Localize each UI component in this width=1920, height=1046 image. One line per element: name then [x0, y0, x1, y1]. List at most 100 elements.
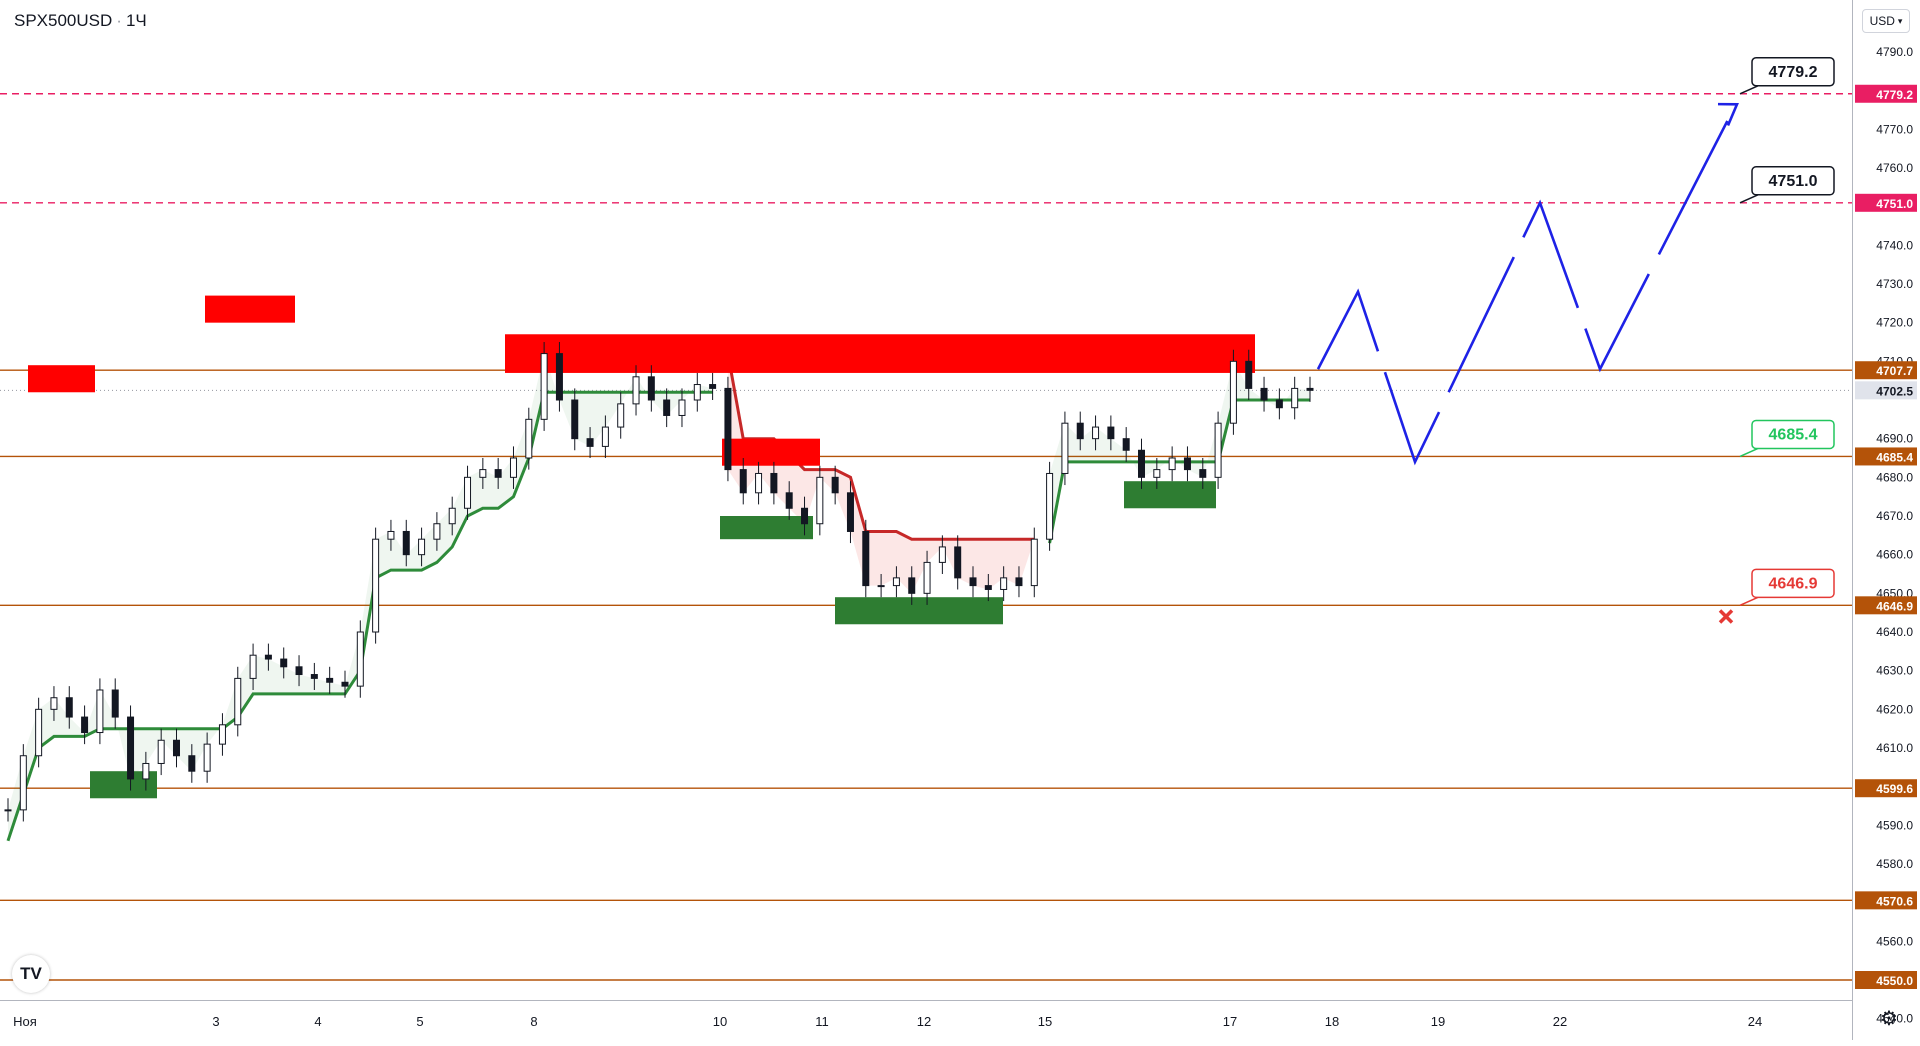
candle-48: [739, 458, 747, 505]
callout-box-3: [1751, 568, 1835, 599]
candle-body-51: [785, 492, 793, 509]
candle-body-22: [341, 681, 349, 687]
time-label-4: 8: [530, 1014, 537, 1029]
candle-82: [1260, 376, 1268, 412]
candle-59: [908, 566, 916, 605]
callout-2: 4685.4: [1739, 419, 1835, 458]
candle-body-66: [1015, 577, 1023, 587]
price-label-text-0: 4779.2: [1876, 88, 1913, 102]
time-axis[interactable]: Ноя 3 4 5 8 10 11 12 15 17 18 19 22 24: [0, 1000, 1852, 1041]
candle-37: [571, 388, 579, 451]
price-label-3: 4702.5: [1855, 381, 1917, 400]
candle-42: [647, 365, 655, 412]
candle-body-28: [433, 523, 441, 540]
price-tick-13: 4630.0: [1876, 664, 1913, 678]
price-label-bg-8: [1855, 971, 1917, 989]
candle-body-57: [877, 585, 885, 588]
callout-box-0: [1751, 57, 1835, 87]
candle-46: [709, 372, 717, 400]
candle-66: [1015, 566, 1023, 598]
candle-body-26: [402, 530, 410, 556]
time-label-10: 18: [1325, 1014, 1339, 1029]
projection-arrowhead: [1717, 102, 1739, 126]
candle-body-40: [617, 403, 625, 428]
price-label-bg-7: [1855, 891, 1917, 910]
time-label-8: 15: [1038, 1014, 1052, 1029]
candle-body-7: [111, 689, 119, 718]
candle-0: [4, 798, 12, 822]
candle-body-13: [203, 743, 211, 772]
candle-63: [969, 566, 977, 598]
candle-75: [1153, 458, 1161, 489]
currency-selector[interactable]: USD ▾: [1862, 9, 1910, 33]
candle-body-79: [1214, 422, 1222, 478]
price-label-text-8: 4550.0: [1876, 974, 1913, 988]
candle-body-68: [1046, 472, 1054, 540]
price-tick-10: 4660.0: [1876, 548, 1913, 562]
price-label-7: 4570.6: [1855, 891, 1917, 910]
candle-body-14: [218, 724, 226, 745]
candle-29: [448, 496, 456, 536]
candle-39: [601, 415, 609, 458]
time-label-0: Ноя: [13, 1014, 37, 1029]
candle-body-25: [387, 530, 395, 540]
candle-23: [356, 620, 364, 698]
candle-body-47: [724, 387, 732, 471]
price-tick-1: 4770.0: [1876, 122, 1913, 136]
candle-17: [264, 643, 272, 671]
candle-body-82: [1260, 387, 1268, 401]
candle-5: [81, 705, 89, 745]
candle-43: [663, 388, 671, 428]
candle-53: [816, 465, 824, 536]
candle-body-38: [586, 438, 594, 447]
candle-body-46: [709, 384, 717, 389]
candle-72: [1107, 415, 1115, 451]
settings-button[interactable]: ⚙: [1876, 1005, 1902, 1031]
symbol-title[interactable]: SPX500USD · 1Ч: [12, 10, 149, 32]
tradingview-logo[interactable]: TV: [12, 955, 50, 993]
candle-body-41: [632, 376, 640, 405]
candle-16: [249, 643, 257, 690]
price-tick-4: 4730.0: [1876, 277, 1913, 291]
candle-body-4: [65, 697, 73, 718]
candle-body-50: [770, 472, 778, 494]
callout-pointer-3: [1739, 596, 1759, 607]
time-label-3: 5: [416, 1014, 423, 1029]
candle-body-32: [494, 469, 502, 478]
candle-body-23: [356, 631, 364, 687]
chart-canvas[interactable]: 4779.2 4751.0 4685.4 4646.9: [0, 0, 1852, 1000]
price-tick-9: 4670.0: [1876, 509, 1913, 523]
candle-body-44: [678, 399, 686, 416]
candle-body-31: [479, 469, 487, 478]
chart-area[interactable]: 4779.2 4751.0 4685.4 4646.9 SPX500USD · 1Ч TV: [0, 0, 1852, 1000]
candle-69: [1061, 411, 1069, 486]
candle-74: [1138, 438, 1146, 489]
candle-body-52: [801, 507, 809, 525]
stop-cross-icon: [1718, 609, 1734, 624]
price-label-text-5: 4646.9: [1876, 599, 1913, 613]
candle-52: [801, 496, 809, 536]
price-label-bg-1: [1855, 193, 1917, 212]
candle-78: [1199, 458, 1207, 489]
price-label-bg-3: [1855, 381, 1917, 400]
price-tick-15: 4610.0: [1876, 741, 1913, 755]
candle-36: [555, 342, 563, 412]
callout-pointer-1: [1739, 194, 1759, 204]
candle-31: [479, 458, 487, 489]
price-label-text-7: 4570.6: [1876, 894, 1913, 908]
candle-2: [35, 697, 43, 768]
candle-body-45: [693, 384, 701, 401]
candle-64: [984, 574, 992, 602]
chevron-down-icon: ▾: [1897, 15, 1903, 26]
candle-body-56: [862, 530, 870, 587]
candle-12: [188, 744, 196, 783]
candle-body-65: [1000, 577, 1008, 590]
candle-body-81: [1245, 360, 1253, 389]
candle-77: [1183, 446, 1191, 482]
price-tick-16: 4590.0: [1876, 818, 1913, 832]
price-axis[interactable]: 4790.04770.04760.04740.04730.04720.04710…: [1852, 0, 1920, 1040]
candle-25: [387, 519, 395, 551]
candle-50: [770, 461, 778, 505]
candle-11: [172, 728, 180, 768]
price-label-text-4: 4685.4: [1876, 450, 1913, 464]
